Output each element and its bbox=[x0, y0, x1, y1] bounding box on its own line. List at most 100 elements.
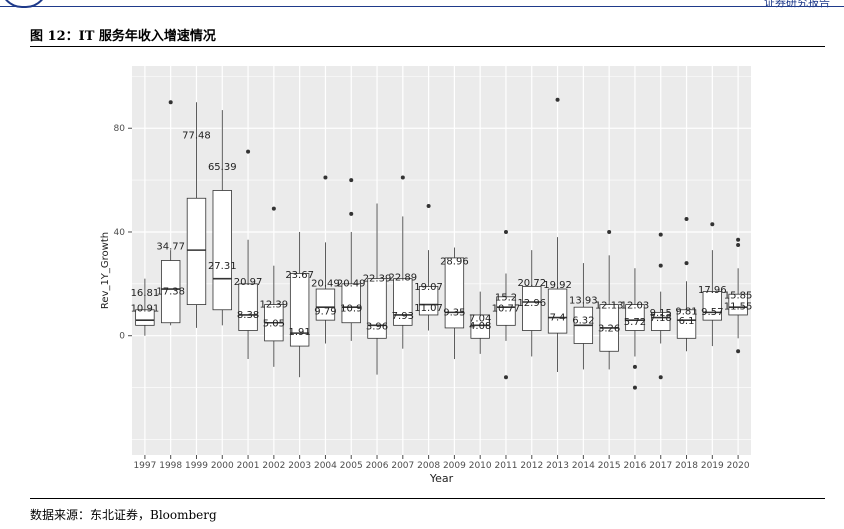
box-iqr bbox=[212, 190, 232, 311]
data-label: 12.03 bbox=[621, 301, 650, 312]
box-iqr bbox=[393, 278, 413, 326]
data-label: 11.07 bbox=[414, 303, 443, 314]
box-iqr bbox=[496, 296, 516, 326]
outlier-point bbox=[555, 97, 560, 102]
data-source-note: 数据来源：东北证券，Bloomberg bbox=[30, 508, 217, 522]
data-label: 7.04 bbox=[469, 314, 491, 325]
outlier-point bbox=[503, 229, 508, 234]
data-label: 1.91 bbox=[289, 327, 311, 338]
data-label: 16.81 bbox=[131, 288, 160, 299]
report-header-text: 证券研究报告 bbox=[764, 0, 830, 9]
data-label: 3.96 bbox=[366, 321, 388, 332]
data-label: 10.77 bbox=[492, 304, 521, 315]
outlier-point bbox=[400, 175, 405, 180]
data-label: 9.15 bbox=[650, 308, 672, 319]
outlier-point bbox=[349, 178, 354, 183]
box-iqr bbox=[547, 288, 568, 334]
data-label: 20.97 bbox=[234, 277, 263, 288]
x-tick-label: 1999 bbox=[185, 461, 208, 471]
data-label: 17.38 bbox=[156, 287, 185, 298]
y-tick-label: 40 bbox=[114, 228, 126, 238]
outlier-point bbox=[658, 263, 663, 268]
data-label: 4.08 bbox=[469, 321, 491, 332]
data-label: 77.48 bbox=[182, 131, 211, 142]
data-label: 9.35 bbox=[443, 307, 465, 318]
outlier-point bbox=[607, 229, 612, 234]
data-label: 22.39 bbox=[363, 274, 392, 285]
y-tick-label: 80 bbox=[114, 124, 126, 134]
x-tick-label: 2006 bbox=[366, 461, 389, 471]
outlier-point bbox=[323, 175, 328, 180]
x-tick-label: 2002 bbox=[262, 461, 285, 471]
outlier-point bbox=[632, 385, 637, 390]
data-label: 34.77 bbox=[156, 241, 185, 252]
x-tick-label: 2015 bbox=[598, 461, 621, 471]
box-iqr bbox=[676, 309, 697, 339]
data-label: 65.39 bbox=[208, 162, 237, 173]
data-label: 3.26 bbox=[598, 323, 620, 334]
outlier-point bbox=[246, 149, 251, 154]
outlier-point bbox=[684, 217, 689, 222]
y-tick-label: 0 bbox=[119, 332, 125, 342]
box-iqr bbox=[367, 278, 387, 339]
title-divider bbox=[30, 46, 825, 47]
data-label: 15.85 bbox=[724, 290, 753, 301]
x-tick-label: 2007 bbox=[391, 461, 414, 471]
outlier-point bbox=[632, 364, 637, 369]
x-tick-label: 2004 bbox=[314, 461, 337, 471]
data-label: 20.49 bbox=[337, 279, 366, 290]
x-tick-label: 2013 bbox=[546, 461, 569, 471]
x-tick-label: 2010 bbox=[469, 461, 492, 471]
box-iqr bbox=[289, 273, 310, 347]
outlier-point bbox=[736, 349, 741, 354]
data-label: 12.13 bbox=[595, 300, 624, 311]
box-iqr bbox=[238, 283, 258, 331]
x-tick-label: 2012 bbox=[520, 461, 543, 471]
box-iqr bbox=[625, 304, 645, 331]
box-iqr bbox=[135, 309, 155, 326]
data-label: 7.93 bbox=[392, 311, 414, 322]
data-label: 11.55 bbox=[724, 302, 753, 313]
box-iqr bbox=[315, 288, 336, 321]
data-label: 13.93 bbox=[569, 296, 598, 307]
data-label: 19.07 bbox=[414, 282, 443, 293]
x-tick-label: 2009 bbox=[443, 461, 466, 471]
data-label: 28.96 bbox=[440, 257, 469, 268]
data-label: 6.32 bbox=[572, 315, 594, 326]
x-tick-label: 1998 bbox=[159, 461, 182, 471]
outlier-point bbox=[271, 206, 276, 211]
figure-title: 图 12：IT 服务年收入增速情况 bbox=[30, 29, 216, 44]
x-tick-label: 2017 bbox=[649, 461, 672, 471]
box-iqr bbox=[341, 283, 361, 324]
x-tick-label: 2020 bbox=[727, 461, 750, 471]
box-iqr bbox=[728, 293, 748, 316]
x-tick-label: 2019 bbox=[701, 461, 724, 471]
outlier-point bbox=[426, 204, 431, 209]
outlier-point bbox=[503, 375, 508, 380]
x-tick-label: 2011 bbox=[495, 461, 518, 471]
data-label: 9.81 bbox=[675, 306, 697, 317]
data-label: 5.05 bbox=[263, 319, 285, 330]
box-iqr bbox=[161, 260, 181, 324]
data-label: 7.4 bbox=[550, 313, 566, 324]
x-tick-label: 2014 bbox=[572, 461, 595, 471]
data-label: 19.92 bbox=[543, 280, 572, 291]
data-label: 15.2 bbox=[495, 292, 517, 303]
x-tick-label: 1997 bbox=[133, 461, 156, 471]
data-label: 12.39 bbox=[260, 300, 289, 311]
data-label: 22.89 bbox=[388, 272, 417, 283]
header-rule bbox=[0, 6, 844, 7]
footer-divider bbox=[30, 498, 825, 499]
x-tick-label: 2016 bbox=[623, 461, 646, 471]
x-tick-label: 2005 bbox=[340, 461, 363, 471]
x-tick-label: 2001 bbox=[237, 461, 260, 471]
data-label: 20.49 bbox=[311, 279, 340, 290]
box-iqr bbox=[444, 257, 465, 329]
data-label: 27.31 bbox=[208, 261, 237, 272]
data-label: 17.96 bbox=[698, 285, 727, 296]
outlier-point bbox=[736, 237, 741, 242]
data-label: 5.72 bbox=[624, 317, 646, 328]
data-label: 8.38 bbox=[237, 310, 259, 321]
y-axis-title: Rev_1Y_Growth bbox=[100, 232, 111, 309]
